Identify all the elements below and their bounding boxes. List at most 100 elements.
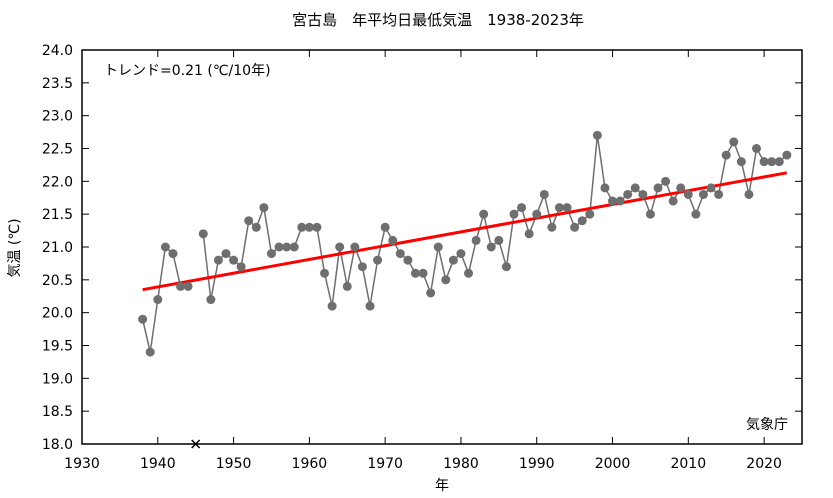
x-tick-label: 2020 xyxy=(746,456,782,472)
data-point xyxy=(433,242,443,252)
data-point xyxy=(168,249,178,259)
data-point xyxy=(350,242,360,252)
x-tick-label: 1930 xyxy=(64,456,100,472)
data-point xyxy=(562,203,572,213)
data-point xyxy=(304,222,314,232)
data-point xyxy=(486,242,496,252)
data-point xyxy=(782,150,792,160)
data-point xyxy=(479,209,489,219)
data-point xyxy=(501,262,511,272)
x-axis-ticks: 1930 1940 1950 1960 1970 1980 1990 2000 2010 2020 xyxy=(64,50,782,472)
x-tick-label: 1950 xyxy=(216,456,252,472)
data-point xyxy=(365,301,375,311)
series-group xyxy=(138,130,792,449)
y-tick-label: 22.0 xyxy=(42,174,73,190)
data-point xyxy=(615,196,625,206)
data-point xyxy=(744,189,754,199)
data-point xyxy=(183,281,193,291)
data-point xyxy=(259,203,269,213)
data-point xyxy=(517,203,527,213)
x-tick-label: 1960 xyxy=(292,456,328,472)
data-point xyxy=(206,295,216,305)
data-point xyxy=(623,189,633,199)
source-label: 気象庁 xyxy=(746,417,788,433)
data-point xyxy=(403,255,413,265)
data-point xyxy=(554,203,564,213)
data-point xyxy=(721,150,731,160)
y-tick-label: 21.0 xyxy=(42,240,73,256)
data-point xyxy=(153,295,163,305)
data-point xyxy=(698,189,708,199)
data-point xyxy=(683,189,693,199)
data-point xyxy=(600,183,610,193)
data-point xyxy=(229,255,239,265)
x-tick-label: 1980 xyxy=(443,456,479,472)
data-point xyxy=(752,144,762,153)
data-point xyxy=(213,255,223,265)
x-tick-label: 1970 xyxy=(367,456,403,472)
trend-label: トレンド=0.21 (℃/10年) xyxy=(104,63,271,79)
data-point xyxy=(373,255,383,265)
data-point xyxy=(426,288,436,298)
plot-frame xyxy=(81,49,803,445)
y-tick-label: 19.0 xyxy=(42,371,73,387)
data-point xyxy=(266,249,276,259)
y-tick-label: 21.5 xyxy=(42,207,73,223)
data-point xyxy=(176,281,186,291)
y-tick-label: 20.5 xyxy=(42,273,73,289)
data-point xyxy=(532,209,542,219)
data-point xyxy=(729,137,739,147)
data-point xyxy=(327,301,337,311)
data-point xyxy=(691,209,701,219)
data-point xyxy=(410,268,420,278)
data-point xyxy=(221,249,231,259)
data-point xyxy=(645,209,655,219)
x-axis-label: 年 xyxy=(435,478,449,494)
data-point xyxy=(138,314,148,324)
y-tick-label: 19.5 xyxy=(42,339,73,355)
trend-line xyxy=(142,171,788,292)
data-point xyxy=(774,157,784,167)
data-point xyxy=(539,189,549,199)
data-point xyxy=(471,235,481,245)
data-point xyxy=(282,242,292,252)
data-point xyxy=(251,222,261,232)
data-point xyxy=(320,268,330,278)
data-point xyxy=(297,222,307,232)
y-tick-label: 18.0 xyxy=(42,437,73,453)
data-point xyxy=(357,262,367,272)
data-point xyxy=(380,222,390,232)
data-point xyxy=(509,209,519,219)
data-point xyxy=(668,196,678,206)
data-point xyxy=(456,249,466,259)
data-point xyxy=(577,216,587,226)
data-point xyxy=(312,222,322,232)
data-point xyxy=(592,130,602,140)
data-point xyxy=(448,255,458,265)
data-point xyxy=(630,183,640,193)
x-tick-label: 2010 xyxy=(670,456,706,472)
y-axis-label: 気温 (℃) xyxy=(7,218,23,277)
data-point xyxy=(570,222,580,232)
data-point xyxy=(160,242,170,252)
y-tick-label: 23.0 xyxy=(42,109,73,125)
data-point xyxy=(342,281,352,291)
data-point xyxy=(714,189,724,199)
data-point xyxy=(638,189,648,199)
data-point xyxy=(494,235,504,245)
data-point xyxy=(524,229,534,239)
data-point xyxy=(736,157,746,167)
y-tick-label: 24.0 xyxy=(42,43,73,59)
y-tick-label: 22.5 xyxy=(42,142,73,158)
series-line xyxy=(141,245,189,353)
data-point xyxy=(244,216,254,226)
x-tick-label: 1940 xyxy=(140,456,176,472)
data-point xyxy=(608,196,618,206)
data-point xyxy=(145,347,155,357)
series-line xyxy=(202,135,788,307)
data-point xyxy=(767,157,777,167)
x-tick-label: 1990 xyxy=(519,456,555,472)
chart-title: 宮古島 年平均日最低気温 1938-2023年 xyxy=(292,11,584,29)
data-point xyxy=(441,275,451,285)
